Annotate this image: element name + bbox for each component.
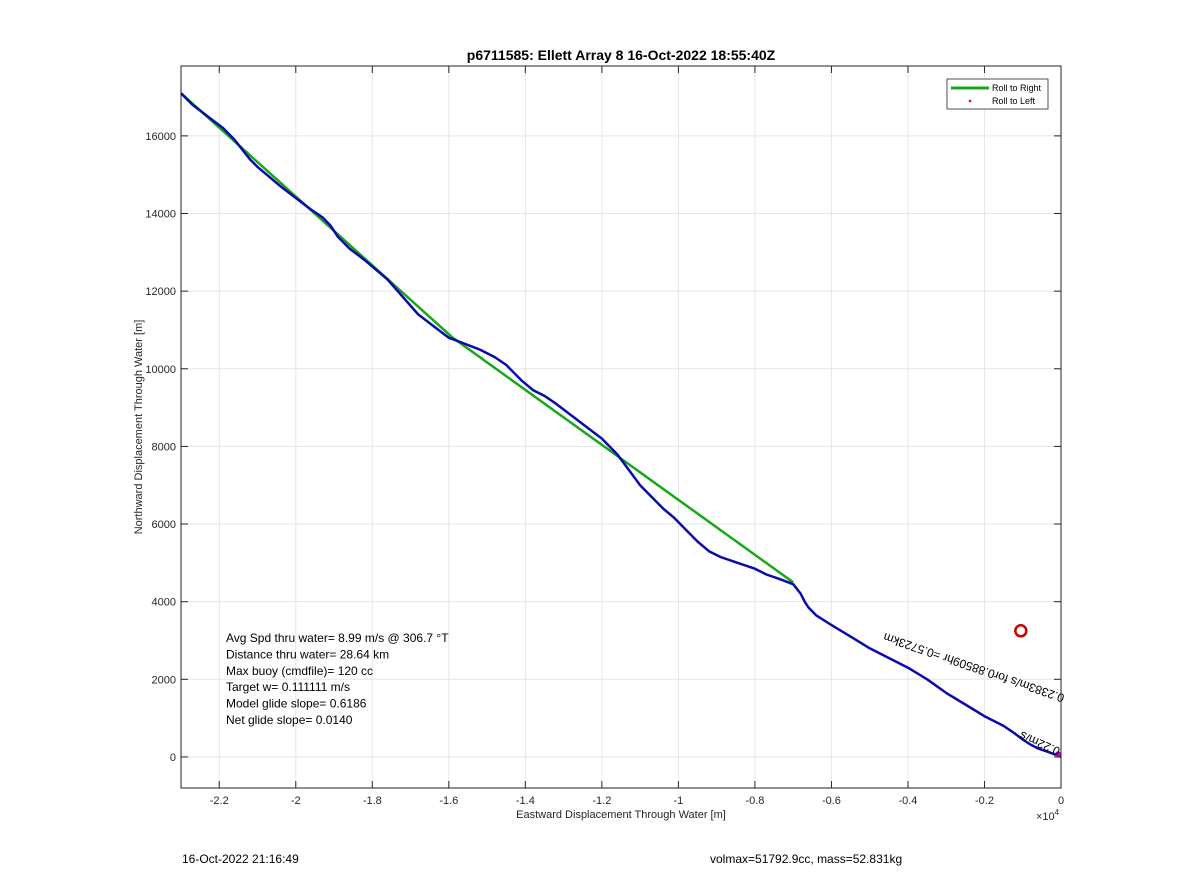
y-tick-label: 14000	[145, 209, 176, 221]
annotation-line: Avg Spd thru water= 8.99 m/s @ 306.7 °T	[226, 631, 449, 645]
y-tick-label: 8000	[152, 441, 176, 453]
annotation-line: Distance thru water= 28.64 km	[226, 647, 389, 661]
x-tick-label: -1	[674, 795, 684, 807]
x-tick-label: 0	[1058, 795, 1064, 807]
x-tick-label: -1.8	[363, 795, 382, 807]
x-tick-label: -2	[291, 795, 301, 807]
y-tick-label: 2000	[152, 674, 176, 686]
x-tick-label: -2.2	[210, 795, 229, 807]
x-scale-factor: ×104	[1036, 808, 1060, 823]
series-line-roll-right	[180, 92, 794, 584]
plot-area	[181, 66, 1061, 788]
plot-frame	[180, 65, 1062, 789]
y-tick-label: 0	[170, 752, 176, 764]
legend-entry-label: Roll to Left	[992, 96, 1036, 106]
annotation-line: Net glide slope= 0.0140	[226, 713, 353, 727]
x-tick-label: -0.6	[822, 795, 841, 807]
y-tick-label: 4000	[152, 597, 176, 609]
legend: Roll to Right Roll to Left	[946, 78, 1049, 110]
legend-swatch-dot	[968, 99, 972, 103]
y-tick-label: 12000	[145, 286, 176, 298]
series-layer	[180, 92, 1062, 759]
footer-volmax-mass: volmax=51792.9cc, mass=52.831kg	[710, 852, 903, 866]
y-tick-label: 16000	[145, 131, 176, 143]
y-tick-label: 10000	[145, 364, 176, 376]
legend-box	[946, 78, 1049, 110]
circle-marker	[1014, 624, 1028, 638]
legend-entry-label: Roll to Right	[992, 83, 1042, 93]
x-tick-label: -0.8	[745, 795, 764, 807]
x-tick-label: -1.2	[592, 795, 611, 807]
x-tick-label: -0.2	[975, 795, 994, 807]
y-tick-label: 6000	[152, 519, 176, 531]
annotation-line: Target w= 0.111111 m/s	[226, 680, 350, 694]
series-line-track	[180, 92, 1062, 759]
x-tick-label: -1.6	[439, 795, 458, 807]
annotation-line: Model glide slope= 0.6186	[226, 697, 367, 711]
footer-timestamp: 16-Oct-2022 21:16:49	[182, 852, 299, 866]
grid-lines	[181, 66, 1062, 788]
y-axis-label: Northward Displacement Through Water [m]	[133, 320, 145, 535]
annotation-line: Max buoy (cmdfile)= 120 cc	[226, 664, 373, 678]
axis-ticks: -2.2 -2 -1.8 -1.6 -1.4 -1.2 -1 -0.8 -0.6 -0.4 -0.2…	[145, 66, 1064, 807]
chart-title: p6711585: Ellett Array 8 16-Oct-2022 18:…	[467, 47, 776, 63]
annotation-block: Avg Spd thru water= 8.99 m/s @ 306.7 °T D…	[226, 631, 449, 727]
x-axis-label: Eastward Displacement Through Water [m]	[516, 809, 726, 821]
x-tick-label: -0.4	[898, 795, 917, 807]
x-tick-label: -1.4	[516, 795, 535, 807]
end-dot-marker	[1055, 751, 1061, 758]
